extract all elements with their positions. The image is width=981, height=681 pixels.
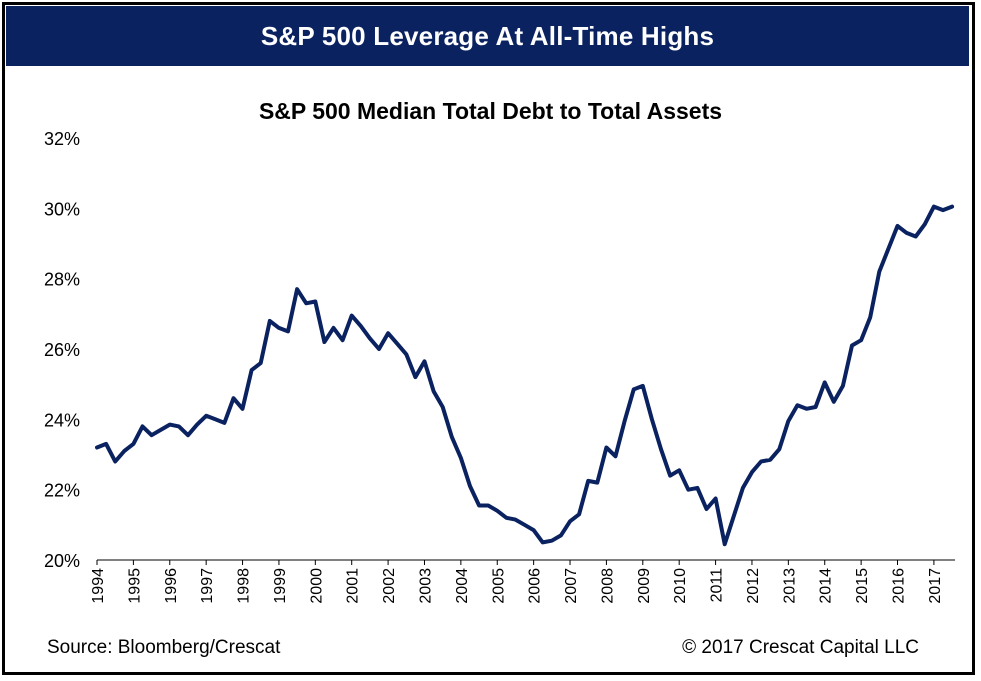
- x-tick-label: 2010: [672, 568, 689, 604]
- x-tick-label: 2007: [563, 568, 580, 604]
- y-tick-label: 20%: [44, 551, 80, 571]
- copyright-note: © 2017 Crescat Capital LLC: [682, 637, 919, 658]
- y-tick-label: 30%: [44, 199, 80, 219]
- x-tick-label: 1998: [236, 568, 253, 604]
- x-tick-label: 2011: [709, 568, 726, 603]
- x-tick-label: 1994: [90, 568, 107, 604]
- banner-title: S&P 500 Leverage At All-Time Highs: [260, 20, 715, 51]
- y-tick-label: 22%: [44, 481, 80, 501]
- y-tick-label: 32%: [44, 129, 80, 149]
- x-tick-label: 1997: [199, 568, 216, 604]
- x-tick-label: 2015: [854, 568, 871, 604]
- x-tick-label: 2012: [745, 568, 762, 604]
- x-tick-label: 2006: [527, 568, 544, 604]
- source-note: Source: Bloomberg/Crescat: [47, 637, 281, 658]
- y-tick-label: 28%: [44, 270, 80, 290]
- banner: S&P 500 Leverage At All-Time Highs: [6, 6, 969, 66]
- x-tick-label: 2008: [599, 568, 616, 604]
- x-tick-label: 2005: [490, 568, 507, 604]
- x-tick-label: 1999: [272, 568, 289, 604]
- x-tick-label: 2002: [381, 568, 398, 604]
- x-tick-label: 2001: [345, 568, 362, 604]
- x-tick-label: 2000: [308, 568, 325, 604]
- series-line: [95, 204, 955, 547]
- y-tick-label: 26%: [44, 340, 80, 360]
- x-tick-label: 1996: [163, 568, 180, 604]
- x-tick-label: 2017: [927, 568, 944, 604]
- y-tick-label: 24%: [44, 410, 80, 430]
- x-tick-label: 2009: [636, 568, 653, 604]
- x-tick-label: 1995: [126, 568, 143, 604]
- x-tick-label: 2014: [818, 568, 835, 604]
- x-tick-label: 2013: [781, 568, 798, 604]
- chart-title: S&P 500 Median Total Debt to Total Asset…: [258, 98, 723, 124]
- x-tick-label: 2004: [454, 568, 471, 604]
- x-tick-label: 2003: [417, 568, 434, 604]
- x-tick-label: 2016: [891, 568, 908, 604]
